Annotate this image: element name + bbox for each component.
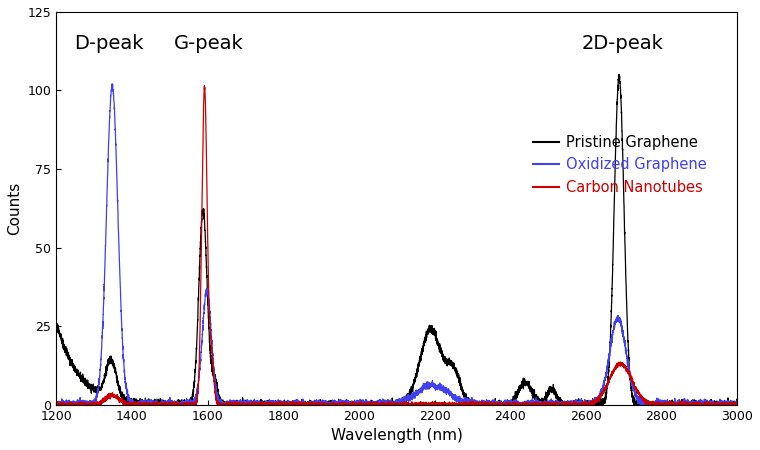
Text: G-peak: G-peak <box>173 34 243 53</box>
Legend: Pristine Graphene, Oxidized Graphene, Carbon Nanotubes: Pristine Graphene, Oxidized Graphene, Ca… <box>527 129 713 200</box>
X-axis label: Wavelength (nm): Wavelength (nm) <box>331 428 463 443</box>
Y-axis label: Counts: Counts <box>7 182 22 235</box>
Text: 2D-peak: 2D-peak <box>582 34 664 53</box>
Text: D-peak: D-peak <box>74 34 144 53</box>
